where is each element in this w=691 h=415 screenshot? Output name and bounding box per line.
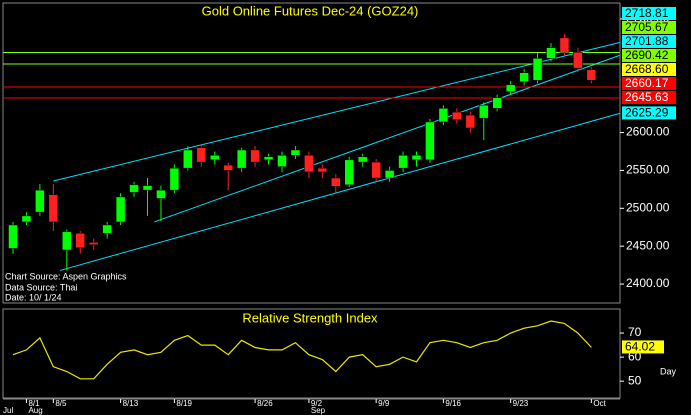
price-label-box [622, 20, 676, 34]
note: Date: 10/ 1/24 [5, 292, 62, 302]
candle-body [586, 69, 597, 81]
candle-body [573, 51, 583, 69]
month-label: Sep [311, 406, 326, 415]
y-tick-label: 2450.00 [626, 238, 670, 252]
y-tick-label: 2400.00 [626, 276, 670, 290]
candle-body [479, 105, 489, 119]
note: Chart Source: Aspen Graphics [5, 271, 127, 281]
candle-body [115, 196, 126, 223]
candle-body [344, 159, 354, 186]
candle-body [48, 194, 59, 223]
candle-body [559, 37, 570, 53]
trend-line [59, 112, 620, 271]
price-label-box [622, 76, 676, 90]
price-label-box [622, 34, 676, 48]
price-label: 2705.67 [625, 20, 669, 34]
candle-body [129, 184, 139, 193]
candle-body [371, 161, 381, 179]
candle-body [263, 156, 274, 161]
price-panel [2, 2, 621, 304]
month-label: Jul [3, 406, 13, 415]
candle-body [169, 167, 180, 191]
price-label: 2645.63 [625, 90, 669, 104]
price-label: 2701.88 [625, 34, 669, 48]
price-label: 2660.17 [625, 76, 669, 90]
trend-line [154, 54, 620, 223]
candle-body [35, 189, 45, 213]
candle-body [384, 170, 395, 179]
candle-body [236, 149, 247, 169]
y-tick-label: 70 [628, 325, 642, 339]
candle-body [331, 177, 341, 187]
candle-body [519, 72, 529, 83]
x-tick-label: 9/9 [378, 399, 390, 408]
candle-body [290, 149, 301, 156]
candle-body [21, 215, 32, 223]
candle-body [88, 242, 99, 245]
candle-body [505, 84, 516, 92]
price-label-box [622, 48, 676, 62]
x-tick-label: 9/23 [513, 399, 529, 408]
last-value-box [622, 340, 664, 354]
candle-body [438, 108, 449, 123]
month-label: Aug [28, 406, 42, 415]
candle-body [357, 156, 368, 163]
x-axis-label: Day [660, 366, 677, 376]
x-tick-label: Oct [593, 399, 606, 408]
candle-body [304, 155, 314, 173]
x-tick-label: 8/19 [176, 399, 192, 408]
price-label-box [622, 62, 676, 76]
x-tick-label: 9/2 [311, 399, 323, 408]
candle-body [210, 155, 220, 161]
candle-body [317, 167, 328, 173]
candle-body [277, 155, 287, 167]
candle-body [223, 164, 233, 171]
rsi-line [12, 320, 592, 380]
candle-body [546, 47, 556, 59]
y-tick-label: 2600.00 [626, 125, 670, 139]
rsi-panel [2, 308, 621, 399]
candle-body [62, 231, 72, 251]
price-label-box [622, 90, 676, 104]
note: Data Source: Thai [5, 282, 77, 292]
price-label: 2718.81 [625, 6, 669, 20]
price-label: 2690.42 [625, 48, 669, 62]
candle-body [465, 114, 476, 129]
candle-body [425, 121, 435, 161]
candle-body [102, 224, 112, 234]
candle-body [8, 224, 18, 249]
candle-body [142, 185, 153, 191]
candle-body [250, 149, 260, 163]
trend-line [53, 42, 620, 182]
price-label: 2668.60 [625, 62, 669, 76]
candle-body [398, 155, 408, 169]
candle-body [183, 149, 193, 169]
y-tick-label: 2500.00 [626, 200, 670, 214]
y-tick-label: 50 [628, 373, 642, 387]
x-tick-label: 8/13 [123, 399, 139, 408]
chart-title: Gold Online Futures Dec-24 (GOZ24) [202, 3, 419, 18]
price-label-box [622, 6, 676, 20]
candle-body [492, 97, 502, 109]
x-tick-label: 8/1 [28, 399, 40, 408]
y-tick-label: 2550.00 [626, 163, 670, 177]
x-tick-label: 9/16 [445, 399, 461, 408]
candle-body [532, 58, 543, 81]
rsi-title: Relative Strength Index [242, 310, 378, 325]
candle-body [75, 233, 85, 248]
price-label: 2625.29 [625, 106, 669, 120]
candle-body [156, 189, 166, 199]
candle-body [196, 147, 207, 163]
candle-body [452, 111, 462, 120]
x-tick-label: 8/26 [257, 399, 273, 408]
x-tick-label: 8/5 [55, 399, 67, 408]
price-label-box [622, 106, 676, 120]
candle-body [411, 155, 422, 161]
last-value-label: 64.02 [625, 340, 655, 354]
